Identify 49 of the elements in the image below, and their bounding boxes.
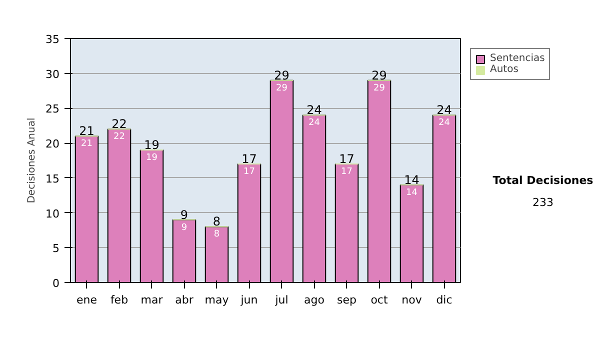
- y-tick-label: 5: [52, 242, 60, 256]
- y-axis-title: Decisiones Anual: [26, 118, 38, 204]
- total-label: 24: [306, 103, 322, 118]
- y-tick-label: 25: [46, 102, 60, 116]
- x-tick-label: nov: [402, 294, 422, 306]
- total-label: 8: [212, 214, 221, 229]
- data-label: 8: [214, 230, 220, 240]
- total-label: 14: [404, 172, 420, 187]
- data-label: 17: [244, 166, 255, 177]
- data-label: 29: [276, 83, 288, 94]
- y-tick-label: 20: [46, 138, 60, 151]
- total-label: 24: [436, 103, 452, 118]
- data-label: 14: [406, 188, 418, 198]
- total-label: 17: [339, 152, 354, 166]
- data-label: 24: [438, 118, 450, 128]
- text: 233: [531, 194, 554, 210]
- x-tick-label: oct: [370, 294, 388, 306]
- y-tick-label: 10: [46, 207, 60, 220]
- x-tick-label: mar: [140, 294, 164, 306]
- total-label: 22: [112, 117, 127, 132]
- data-label: 29: [374, 83, 386, 94]
- total-label: 21: [79, 124, 94, 138]
- data-label: 17: [341, 166, 352, 177]
- legend-label: Autos: [490, 64, 518, 75]
- x-tick-label: abr: [175, 294, 194, 306]
- x-tick-label: jun: [240, 294, 258, 306]
- y-tick-label: 35: [46, 33, 60, 46]
- x-tick-label: jul: [274, 294, 288, 306]
- data-label: 21: [81, 139, 92, 150]
- data-label: 22: [114, 132, 125, 142]
- y-tick-label: 30: [46, 68, 60, 81]
- total-label: 19: [144, 138, 160, 152]
- data-label: 19: [146, 153, 158, 164]
- y-tick-label: 0: [52, 277, 60, 290]
- total-label: 9: [180, 208, 188, 222]
- data-label: 24: [308, 118, 320, 128]
- x-tick-label: dic: [436, 294, 452, 306]
- total-label: 29: [274, 68, 290, 82]
- total-label: 29: [372, 68, 387, 82]
- y-tick-label: 15: [46, 172, 60, 186]
- x-tick-label: may: [204, 294, 230, 306]
- x-tick-label: sep: [337, 294, 357, 306]
- x-tick-label: ago: [304, 294, 325, 306]
- x-tick-label: feb: [110, 294, 128, 306]
- total-label: 17: [242, 152, 257, 166]
- data-label: 9: [181, 222, 188, 233]
- legend-label: Sentencias: [490, 53, 545, 64]
- text: Total Decisiones: [492, 173, 594, 189]
- x-tick-label: ene: [76, 294, 98, 306]
